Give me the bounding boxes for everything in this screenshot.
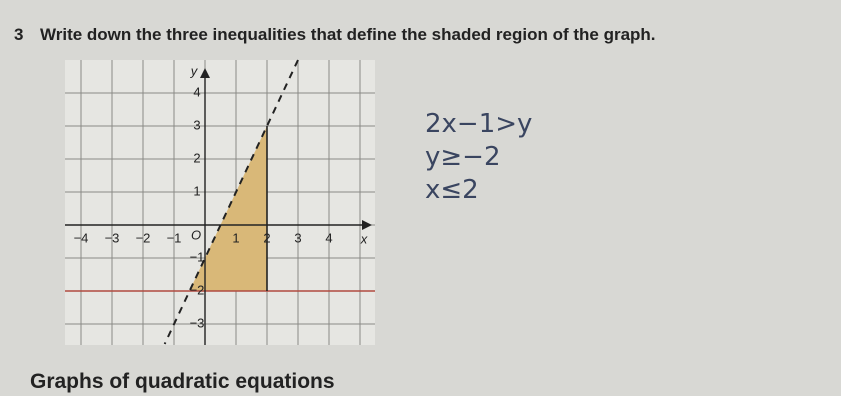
x-tick-label: 3 (294, 230, 301, 245)
y-tick-label: 4 (193, 84, 200, 99)
dashed-boundary (163, 59, 299, 345)
x-tick-label: 1 (232, 230, 239, 245)
arrow (362, 220, 372, 230)
x-tick-label: 4 (325, 230, 332, 245)
y-tick-label: 2 (193, 150, 200, 165)
y-tick-label: −1 (190, 249, 205, 264)
x-tick-label: −2 (136, 230, 151, 245)
x-tick-label: −1 (167, 230, 182, 245)
x-tick-label: −3 (105, 230, 120, 245)
y-tick-label: −2 (190, 282, 205, 297)
footer-heading: Graphs of quadratic equations (30, 370, 335, 393)
handwritten-answer: x≤2 (425, 175, 479, 205)
handwritten-answer: 2x−1>y (425, 109, 532, 139)
x-tick-label: 2 (263, 230, 270, 245)
question-number: 3 (14, 25, 23, 44)
x-axis-label: x (360, 231, 368, 246)
y-axis-label: y (190, 63, 199, 78)
handwritten-answer: y≥−2 (425, 142, 501, 172)
y-tick-label: 3 (193, 117, 200, 132)
arrow (200, 68, 210, 78)
origin-label: O (191, 227, 201, 242)
y-tick-label: −3 (190, 315, 205, 330)
question-text: Write down the three inequalities that d… (40, 25, 656, 44)
graph-paper (65, 60, 375, 345)
x-tick-label: −4 (74, 230, 89, 245)
y-tick-label: 1 (193, 183, 200, 198)
